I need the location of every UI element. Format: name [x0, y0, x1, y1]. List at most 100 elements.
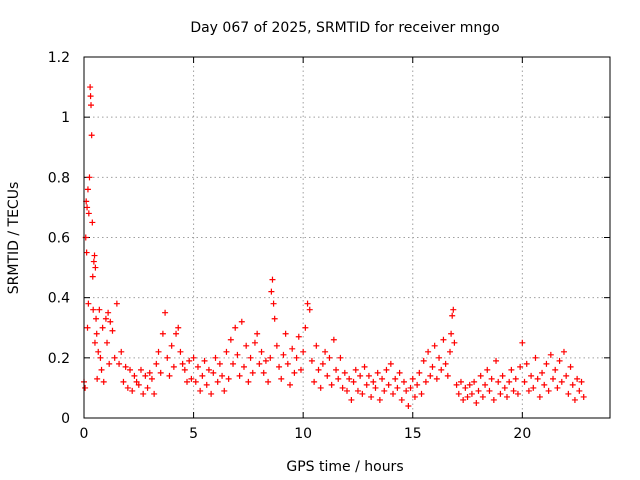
- data-point: [387, 360, 394, 367]
- data-point: [188, 375, 195, 382]
- data-point: [429, 363, 436, 370]
- data-point: [124, 384, 131, 391]
- data-point: [449, 312, 456, 319]
- data-point: [308, 357, 315, 364]
- data-point: [291, 369, 298, 376]
- data-point: [486, 387, 493, 394]
- data-point: [457, 378, 464, 385]
- data-point: [201, 357, 208, 364]
- data-point: [89, 273, 96, 280]
- data-point: [238, 318, 245, 325]
- data-point: [442, 360, 449, 367]
- data-point: [184, 378, 191, 385]
- data-point: [90, 306, 97, 313]
- y-tick-label: 1: [61, 110, 70, 126]
- data-point: [354, 387, 361, 394]
- data-point: [414, 381, 421, 388]
- y-tick-label: 1.2: [48, 50, 70, 66]
- data-point: [144, 384, 151, 391]
- data-point: [431, 342, 438, 349]
- data-point: [471, 378, 478, 385]
- data-point: [337, 354, 344, 361]
- data-point: [381, 387, 388, 394]
- data-point: [427, 372, 434, 379]
- data-point: [102, 315, 109, 322]
- data-point: [450, 306, 457, 313]
- data-point: [203, 381, 210, 388]
- data-point: [234, 351, 241, 358]
- y-tick-label: 0.2: [48, 351, 70, 367]
- data-point: [168, 342, 175, 349]
- data-point: [133, 378, 140, 385]
- data-point: [363, 381, 370, 388]
- data-point: [357, 372, 364, 379]
- data-point: [350, 378, 357, 385]
- data-point: [89, 219, 96, 226]
- data-point: [396, 369, 403, 376]
- data-point: [379, 375, 386, 382]
- data-point: [365, 372, 372, 379]
- data-point: [534, 375, 541, 382]
- data-point: [374, 369, 381, 376]
- data-point: [177, 348, 184, 355]
- data-point: [567, 363, 574, 370]
- data-point: [84, 186, 91, 193]
- data-point: [475, 387, 482, 394]
- data-point: [83, 249, 90, 256]
- data-point: [571, 396, 578, 403]
- data-point: [173, 330, 180, 337]
- data-point: [359, 390, 366, 397]
- data-point: [85, 210, 92, 217]
- data-point: [341, 369, 348, 376]
- data-point: [372, 384, 379, 391]
- data-point: [269, 276, 276, 283]
- y-tick-labels: 0 0.2 0.4 0.6 0.8 1 1.2: [48, 50, 70, 427]
- data-point: [552, 366, 559, 373]
- data-point: [569, 381, 576, 388]
- data-point: [95, 348, 102, 355]
- data-point: [245, 378, 252, 385]
- data-point: [93, 315, 100, 322]
- data-points: [81, 84, 587, 409]
- data-point: [352, 366, 359, 373]
- data-point: [390, 390, 397, 397]
- data-point: [477, 372, 484, 379]
- data-point: [175, 324, 182, 331]
- data-point: [146, 369, 153, 376]
- data-point: [82, 384, 89, 391]
- data-point: [214, 378, 221, 385]
- data-point: [370, 378, 377, 385]
- data-point: [87, 93, 94, 100]
- data-point: [453, 381, 460, 388]
- data-point: [521, 378, 528, 385]
- data-point: [383, 366, 390, 373]
- data-point: [319, 360, 326, 367]
- data-point: [330, 336, 337, 343]
- x-tick-label: 5: [189, 426, 198, 442]
- data-point: [276, 363, 283, 370]
- data-point: [258, 348, 265, 355]
- data-point: [181, 366, 188, 373]
- data-point: [346, 375, 353, 382]
- data-point: [556, 357, 563, 364]
- data-point: [547, 351, 554, 358]
- data-point: [539, 369, 546, 376]
- data-point: [155, 348, 162, 355]
- data-point: [574, 375, 581, 382]
- data-point: [335, 375, 342, 382]
- data-point: [532, 354, 539, 361]
- data-point: [300, 348, 307, 355]
- data-point: [576, 387, 583, 394]
- data-point: [249, 369, 256, 376]
- data-point: [273, 342, 280, 349]
- data-point: [468, 390, 475, 397]
- data-point: [407, 384, 414, 391]
- data-point: [88, 132, 95, 139]
- data-point: [295, 333, 302, 340]
- data-point: [482, 381, 489, 388]
- data-point: [304, 300, 311, 307]
- data-point: [503, 393, 510, 400]
- data-point: [436, 354, 443, 361]
- data-point: [495, 378, 502, 385]
- data-point: [100, 378, 107, 385]
